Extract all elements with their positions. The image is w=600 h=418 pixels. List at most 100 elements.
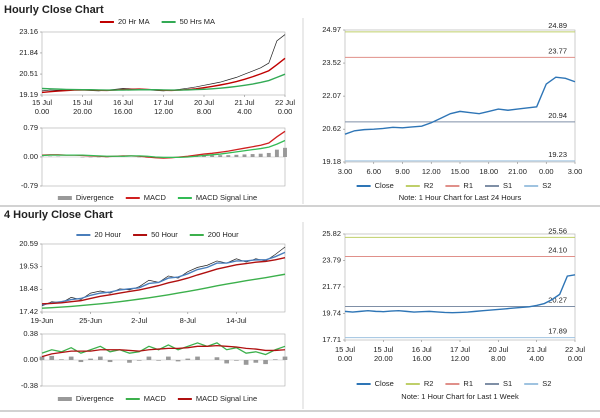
divergence-bar xyxy=(210,156,214,157)
x-tick-label: 0.00 xyxy=(338,354,353,363)
y-tick-label: 19.18 xyxy=(322,157,341,166)
x-tick-label: 12.00 xyxy=(422,167,441,176)
legend-label: R2 xyxy=(424,379,434,388)
y-tick-label: 23.52 xyxy=(322,58,341,67)
x-tick-label: 16.00 xyxy=(114,107,133,116)
y-tick-label: 21.84 xyxy=(19,48,38,57)
x-tick-label: 8.00 xyxy=(197,107,212,116)
divergence-bar xyxy=(137,360,142,361)
divergence-bar xyxy=(273,359,278,360)
legend-label: 50 Hrs MA xyxy=(180,17,215,26)
y-tick-label: 19.53 xyxy=(19,262,38,271)
x-tick-label: 0.00 xyxy=(278,107,293,116)
x-tick-label: 9.00 xyxy=(395,167,410,176)
divergence-bar xyxy=(224,360,229,363)
divergence-bar xyxy=(88,359,93,360)
x-tick-label: 15 Jul xyxy=(335,345,355,354)
x-tick-label: 21 Jul xyxy=(234,98,254,107)
divergence-bar xyxy=(176,360,181,361)
x-tick-label: 14-Jul xyxy=(226,316,247,325)
legend-swatch xyxy=(58,397,72,401)
divergence-bar xyxy=(147,357,152,360)
divergence-bar xyxy=(267,153,271,157)
y-tick-label: 22.07 xyxy=(322,91,341,100)
x-tick-label: 0.00 xyxy=(35,107,50,116)
divergence-bar xyxy=(251,154,255,157)
divergence-bar xyxy=(127,360,132,363)
x-tick-label: 15 Jul xyxy=(32,98,52,107)
legend-label: R1 xyxy=(463,379,473,388)
level-label: 24.10 xyxy=(548,245,567,254)
x-tick-label: 19-Jun xyxy=(31,316,54,325)
y-tick-label: 0.00 xyxy=(23,152,38,161)
legend-label: S1 xyxy=(503,379,512,388)
legend-label: S2 xyxy=(542,181,551,190)
y-tick-label: -0.79 xyxy=(21,181,38,190)
x-tick-label: 3.00 xyxy=(568,167,583,176)
x-tick-label: 8-Jul xyxy=(180,316,197,325)
divergence-bar xyxy=(49,356,54,360)
legend-swatch xyxy=(58,196,72,200)
x-tick-label: 20 Jul xyxy=(488,345,508,354)
y-tick-label: 21.77 xyxy=(322,282,341,291)
x-tick-label: 21 Jul xyxy=(527,345,547,354)
x-tick-label: 21.00 xyxy=(508,167,527,176)
divergence-bar xyxy=(166,357,171,360)
y-tick-label: 17.71 xyxy=(322,335,341,344)
x-tick-label: 20 Jul xyxy=(194,98,214,107)
x-tick-label: 0.00 xyxy=(568,354,583,363)
level-label: 23.77 xyxy=(548,46,567,55)
y-tick-label: -0.38 xyxy=(21,381,38,390)
y-tick-label: 24.97 xyxy=(322,25,341,34)
chart-note: Note: 1 Hour Chart for Last 1 Week xyxy=(401,392,519,401)
divergence-bar xyxy=(218,155,222,157)
chart-note: Note: 1 Hour Chart for Last 24 Hours xyxy=(399,193,522,202)
level-label: 25.56 xyxy=(548,226,567,235)
x-tick-label: 16 Jul xyxy=(113,98,133,107)
y-tick-label: 19.74 xyxy=(322,308,341,317)
legend-label: S1 xyxy=(503,181,512,190)
legend-label: MACD Signal Line xyxy=(196,193,257,202)
level-label: 24.89 xyxy=(548,21,567,30)
x-tick-label: 22 Jul xyxy=(275,98,295,107)
legend-label: Divergence xyxy=(76,394,114,403)
x-tick-label: 12.00 xyxy=(154,107,173,116)
divergence-bar xyxy=(185,359,190,360)
x-tick-label: 20.00 xyxy=(374,354,393,363)
divergence-bar xyxy=(263,360,268,364)
x-tick-label: 8.00 xyxy=(491,354,506,363)
y-tick-label: 20.51 xyxy=(19,69,38,78)
level-label: 20.94 xyxy=(548,111,567,120)
divergence-bar xyxy=(40,357,45,360)
legend-label: Divergence xyxy=(76,193,114,202)
x-tick-label: 16 Jul xyxy=(412,345,432,354)
legend-label: Close xyxy=(375,181,394,190)
divergence-bar xyxy=(283,357,288,360)
x-tick-label: 15.00 xyxy=(451,167,470,176)
y-tick-label: 0.00 xyxy=(23,355,38,364)
divergence-bar xyxy=(234,155,238,157)
legend-label: R1 xyxy=(463,181,473,190)
divergence-bar xyxy=(195,357,200,360)
x-tick-label: 20.00 xyxy=(73,107,92,116)
divergence-bar xyxy=(259,154,263,157)
divergence-bar xyxy=(275,150,279,157)
y-tick-label: 0.79 xyxy=(23,123,38,132)
divergence-bar xyxy=(98,357,103,360)
divergence-bar xyxy=(244,360,249,365)
divergence-bar xyxy=(283,148,287,157)
x-tick-label: 2-Jul xyxy=(131,316,148,325)
divergence-bar xyxy=(215,357,220,360)
divergence-bar xyxy=(226,155,230,157)
x-tick-label: 12.00 xyxy=(451,354,470,363)
x-tick-label: 15 Jul xyxy=(373,345,393,354)
y-tick-label: 17.42 xyxy=(19,307,38,316)
legend-label: 20 Hr MA xyxy=(118,17,150,26)
legend-label: Close xyxy=(375,379,394,388)
divergence-bar xyxy=(59,359,64,360)
y-tick-label: 0.38 xyxy=(23,329,38,338)
divergence-bar xyxy=(234,360,239,361)
level-label: 17.89 xyxy=(548,327,567,336)
legend-label: MACD Signal Line xyxy=(196,394,257,403)
